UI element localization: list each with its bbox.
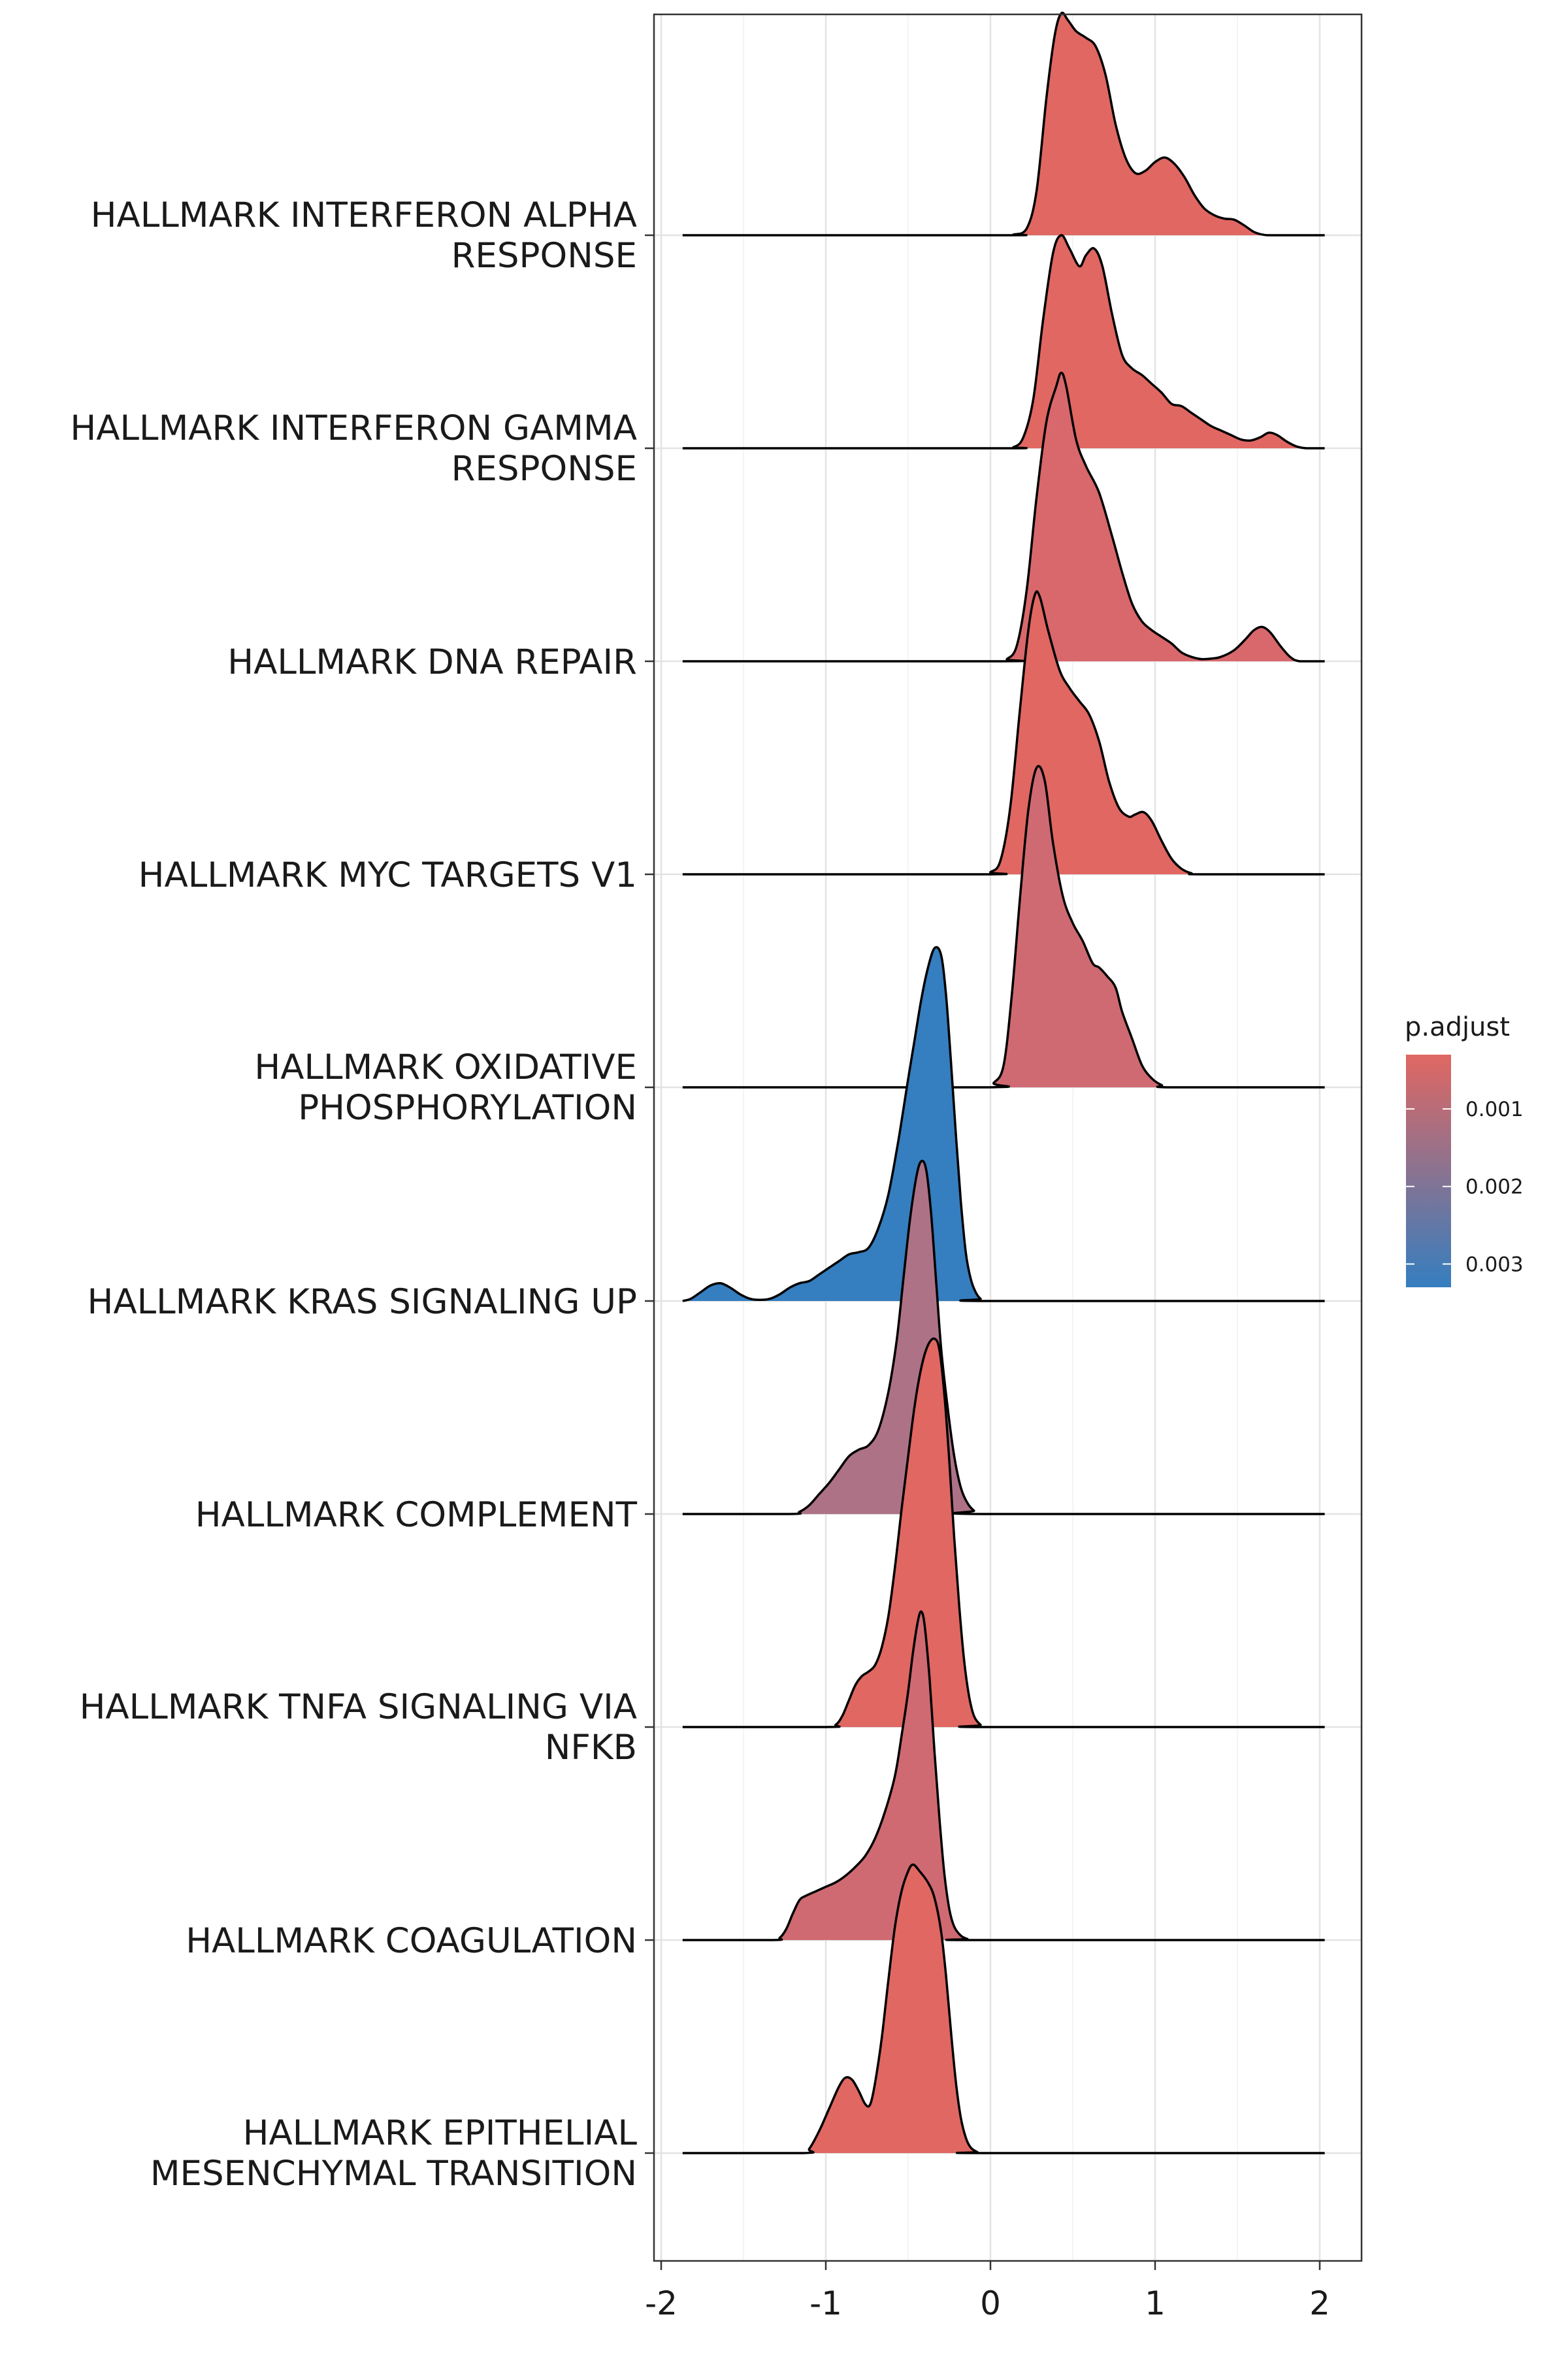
ridge-fill — [682, 235, 1325, 448]
y-tick-label: HALLMARK MYC TARGETS V1 — [139, 855, 637, 895]
x-tick-label: 2 — [1309, 2284, 1330, 2322]
ridge-fill — [682, 372, 1325, 661]
y-tick-label-line: HALLMARK OXIDATIVE — [254, 1047, 637, 1087]
y-tick-label-line: HALLMARK INTERFERON ALPHA — [91, 195, 637, 235]
y-tick-label-line: HALLMARK TNFA SIGNALING VIA — [80, 1687, 637, 1727]
ridge-outline — [682, 1159, 1325, 1515]
y-tick-label-line: HALLMARK MYC TARGETS V1 — [139, 855, 637, 895]
legend-title: p.adjust — [1405, 1012, 1510, 1042]
y-tick-label: HALLMARK COAGULATION — [186, 1921, 637, 1961]
ridge-fill — [682, 591, 1325, 874]
x-tick-label: -1 — [809, 2284, 842, 2322]
y-tick-label-line: HALLMARK DNA REPAIR — [227, 642, 637, 682]
y-tick-label-line: RESPONSE — [451, 449, 637, 489]
ridge-fill — [682, 1864, 1325, 2153]
y-tick-label: HALLMARK INTERFERON ALPHA RESPONSE — [91, 195, 637, 276]
legend-tick-label: 0.002 — [1465, 1176, 1524, 1199]
x-tick-label: -2 — [645, 2284, 678, 2322]
ridge-fill — [682, 1611, 1325, 1940]
y-tick-label-line: PHOSPHORYLATION — [298, 1088, 637, 1128]
y-tick-label-line: HALLMARK EPITHELIAL — [243, 2113, 638, 2153]
grid-lines — [654, 14, 1362, 2261]
legend-tick-label: 0.001 — [1465, 1098, 1524, 1121]
y-tick-label-line: HALLMARK COMPLEMENT — [195, 1495, 638, 1535]
ridges — [682, 11, 1325, 2154]
y-axis: HALLMARK INTERFERON ALPHA RESPONSEHALLMAR… — [70, 195, 654, 2194]
ridge-fill — [682, 766, 1325, 1087]
ridge-outline — [682, 1863, 1325, 2154]
x-tick-label: 0 — [980, 2284, 1001, 2322]
ridge-fill — [682, 947, 1325, 1301]
legend: p.adjust 0.001 0.002 0.003 — [1405, 1012, 1524, 1287]
ridge-fill — [682, 12, 1325, 235]
ridge-outline — [682, 1337, 1325, 1728]
y-tick-label: HALLMARK EPITHELIAL MESENCHYMAL TRANSITIO… — [150, 2113, 638, 2194]
x-tick-label: 1 — [1145, 2284, 1166, 2322]
legend-tick-label: 0.003 — [1465, 1253, 1524, 1276]
legend-colorbar — [1406, 1055, 1451, 1287]
y-tick-label-line: HALLMARK INTERFERON GAMMA — [70, 408, 637, 448]
ridge-outline — [682, 234, 1325, 450]
ridge-outline — [682, 11, 1325, 237]
ridge-outline — [682, 590, 1325, 876]
y-tick-label-line: RESPONSE — [451, 236, 637, 276]
y-tick-label: HALLMARK DNA REPAIR — [227, 642, 637, 682]
ridge-fill — [682, 1338, 1325, 1727]
ridge-fill — [682, 1161, 1325, 1514]
ridge-outline — [682, 1610, 1325, 1941]
y-tick-label: HALLMARK COMPLEMENT — [195, 1495, 638, 1535]
x-axis: -2 -1 0 1 2 — [645, 2261, 1330, 2322]
y-tick-label-line: NFKB — [545, 1728, 637, 1768]
ridge-outline — [682, 765, 1325, 1089]
ridge-outline — [682, 371, 1325, 663]
legend-ticks: 0.001 0.002 0.003 — [1406, 1098, 1524, 1276]
panel-border — [653, 13, 1363, 2262]
y-tick-label: HALLMARK OXIDATIVE PHOSPHORYLATION — [254, 1047, 637, 1128]
y-tick-label-line: HALLMARK COAGULATION — [186, 1921, 637, 1961]
y-tick-label: HALLMARK TNFA SIGNALING VIA NFKB — [80, 1687, 637, 1768]
y-tick-label: HALLMARK KRAS SIGNALING UP — [88, 1282, 637, 1322]
y-tick-label: HALLMARK INTERFERON GAMMA RESPONSE — [70, 408, 637, 489]
y-tick-label-line: HALLMARK KRAS SIGNALING UP — [88, 1282, 637, 1322]
ridge-outline — [682, 946, 1325, 1302]
y-tick-label-line: MESENCHYMAL TRANSITION — [150, 2154, 637, 2194]
